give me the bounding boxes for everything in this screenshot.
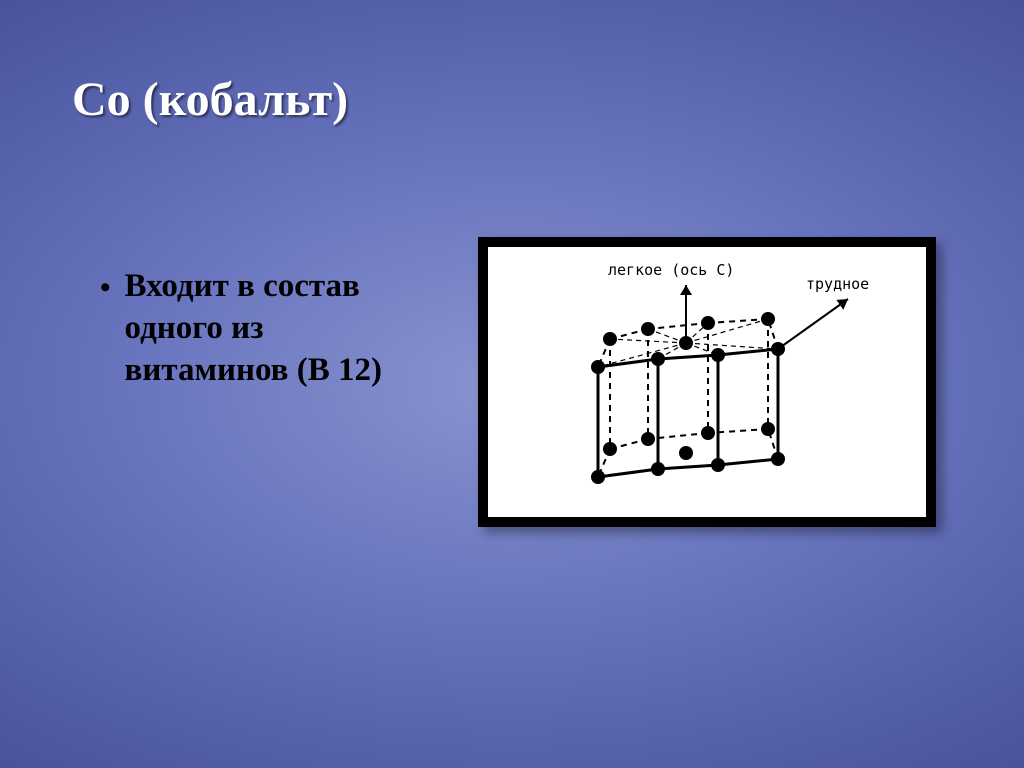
bullet-item: • Входит в состав одного из витаминов (В…	[100, 265, 430, 392]
bullet-text: Входит в состав одного из витаминов (В 1…	[125, 265, 430, 392]
bullet-dot-icon: •	[100, 269, 111, 307]
svg-text:трудное: трудное	[806, 275, 869, 293]
svg-text:легкое (ось С): легкое (ось С)	[608, 261, 734, 279]
slide-title: Со (кобальт)	[72, 72, 348, 127]
crystal-lattice-diagram: легкое (ось С) трудное	[478, 237, 936, 527]
lattice-svg: легкое (ось С) трудное	[488, 247, 926, 517]
